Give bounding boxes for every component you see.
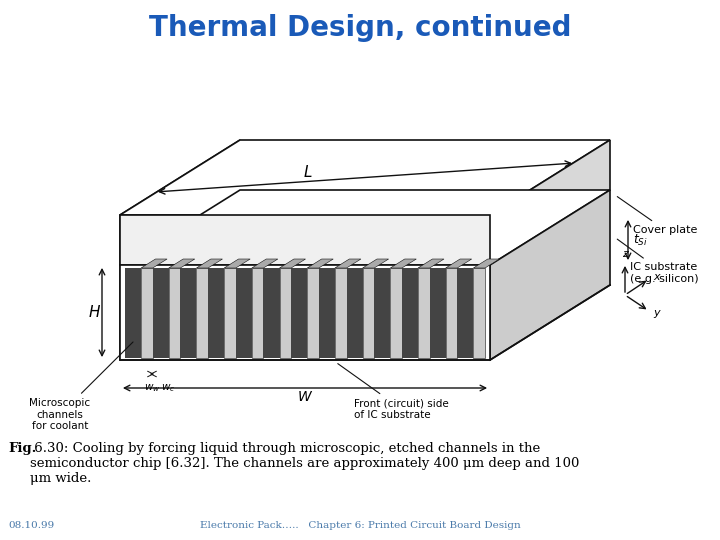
Text: Cover plate: Cover plate [617, 197, 698, 235]
Bar [125, 268, 141, 358]
Text: Electronic Pack…..   Chapter 6: Printed Circuit Board Design: Electronic Pack….. Chapter 6: Printed Ci… [199, 521, 521, 530]
Polygon shape [252, 259, 278, 268]
Text: Fig.: Fig. [8, 442, 37, 455]
Bar [153, 268, 168, 358]
Bar [363, 268, 374, 358]
Text: IC substrate
(e.g. silicon): IC substrate (e.g. silicon) [617, 239, 698, 284]
Polygon shape [490, 190, 610, 360]
Text: z: z [622, 249, 628, 259]
Polygon shape [335, 259, 361, 268]
Bar [197, 268, 208, 358]
Bar [473, 268, 485, 358]
Bar [446, 268, 457, 358]
Text: Front (circuit) side
of IC substrate: Front (circuit) side of IC substrate [338, 363, 449, 420]
Bar [208, 268, 224, 358]
Text: $t_{Si}$: $t_{Si}$ [633, 232, 648, 247]
Text: W: W [298, 390, 312, 404]
Polygon shape [120, 140, 610, 215]
Bar [335, 268, 346, 358]
Polygon shape [363, 259, 389, 268]
Polygon shape [120, 190, 610, 265]
Bar [264, 268, 279, 358]
Bar [374, 268, 390, 358]
Polygon shape [141, 259, 167, 268]
Polygon shape [279, 259, 305, 268]
Polygon shape [120, 215, 490, 265]
Polygon shape [490, 140, 610, 265]
Bar [307, 268, 319, 358]
Polygon shape [120, 190, 240, 360]
Text: Thermal Design, continued: Thermal Design, continued [149, 14, 571, 42]
Bar [291, 268, 307, 358]
Polygon shape [197, 259, 222, 268]
Text: 6.30: Cooling by forcing liquid through microscopic, etched channels in the
semi: 6.30: Cooling by forcing liquid through … [30, 442, 580, 485]
Polygon shape [224, 259, 250, 268]
Bar [390, 268, 402, 358]
Bar [346, 268, 363, 358]
Bar [181, 268, 197, 358]
Text: H: H [89, 305, 100, 320]
Polygon shape [446, 259, 472, 268]
Bar [224, 268, 235, 358]
Polygon shape [120, 265, 490, 360]
Bar [457, 268, 473, 358]
Bar [141, 268, 153, 358]
Bar [252, 268, 264, 358]
Text: Microscopic
channels
for coolant: Microscopic channels for coolant [30, 342, 133, 431]
Bar [279, 268, 291, 358]
Polygon shape [168, 259, 195, 268]
Text: $w_w$: $w_w$ [144, 382, 161, 394]
Bar [430, 268, 446, 358]
Text: y: y [653, 308, 660, 318]
Bar [418, 268, 430, 358]
Bar [235, 268, 252, 358]
Polygon shape [120, 140, 240, 265]
Polygon shape [307, 259, 333, 268]
Text: $w_c$: $w_c$ [161, 382, 175, 394]
Text: 08.10.99: 08.10.99 [8, 521, 54, 530]
Polygon shape [473, 259, 500, 268]
Polygon shape [390, 259, 416, 268]
Polygon shape [418, 259, 444, 268]
Bar [319, 268, 335, 358]
Text: x: x [653, 272, 660, 282]
Text: L: L [303, 165, 312, 180]
Bar [402, 268, 418, 358]
Bar [168, 268, 181, 358]
